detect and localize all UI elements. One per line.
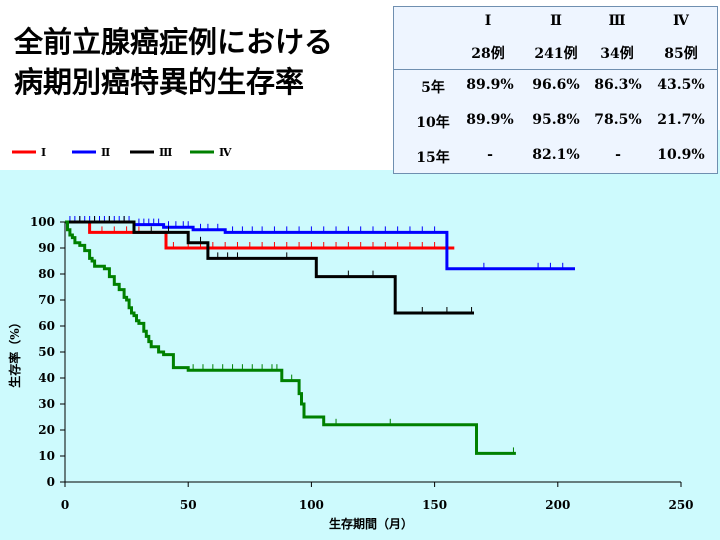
series-line-2 (65, 220, 575, 271)
x-tick-label: 0 (61, 498, 69, 512)
series-line-1 (65, 220, 455, 250)
survival-chart: Ⅰ Ⅱ Ⅲ Ⅳ 0 10 20 30 40 50 60 70 80 90 100 0 50 100 150 200 2… (0, 130, 694, 531)
legend-label: Ⅱ (101, 146, 110, 159)
x-tick-label: 150 (422, 498, 447, 512)
table-header-count: 34例 (600, 46, 634, 62)
table-header-stage: Ⅰ (484, 13, 492, 29)
table-cell: 89.9% (466, 77, 514, 93)
y-tick-label: 40 (38, 371, 55, 385)
y-tick-label: 100 (30, 215, 55, 229)
series-line-4 (65, 220, 516, 455)
y-tick-label: 30 (38, 397, 55, 411)
x-tick-label: 50 (180, 498, 197, 512)
axes-layer: 0 10 20 30 40 50 60 70 80 90 100 0 50 100 150 200 250 生存期… (7, 215, 694, 531)
table-cell: 78.5% (594, 112, 642, 128)
legend-box (0, 130, 393, 170)
legend-label: Ⅰ (41, 146, 46, 159)
y-tick-label: 50 (38, 345, 55, 359)
table-cell: - (487, 147, 493, 163)
y-axis-title: 生存率（%） (7, 316, 22, 387)
series-line-3 (65, 220, 474, 315)
table-cell: 82.1% (532, 147, 580, 163)
table-cell: 86.3% (594, 77, 642, 93)
y-tick-label: 80 (38, 267, 55, 281)
slide-title-line1: 全前立腺癌症例における (14, 25, 334, 59)
table-cell: 10.9% (657, 147, 705, 163)
survival-table: Ⅰ Ⅱ Ⅲ Ⅳ 28例 241例 34例 85例 5年 89.9% 96.6% … (393, 6, 718, 174)
table-cell: 89.9% (466, 112, 514, 128)
table-header-stage: Ⅲ (608, 13, 626, 29)
table-header-count: 85例 (664, 46, 698, 62)
table-cell: 43.5% (657, 77, 705, 93)
table-cell: 21.7% (657, 112, 705, 128)
y-tick-label: 20 (38, 423, 55, 437)
legend-label: Ⅳ (219, 146, 232, 159)
x-axis-title: 生存期間（月） (329, 516, 413, 531)
slide-title-line2: 病期別癌特異的生存率 (14, 65, 305, 99)
x-tick-label: 200 (545, 498, 570, 512)
y-tick-label: 0 (47, 475, 55, 489)
table-cell: - (615, 147, 621, 163)
y-tick-label: 90 (38, 241, 55, 255)
table-row-label: 10年 (416, 115, 450, 131)
plot-panel (0, 130, 720, 540)
y-tick-label: 60 (38, 319, 55, 333)
table-header-count: 28例 (471, 46, 505, 62)
table-header-count: 241例 (534, 46, 578, 62)
table-header-stage: Ⅱ (550, 13, 562, 29)
legend: Ⅰ Ⅱ Ⅲ Ⅳ (12, 146, 232, 159)
y-tick-label: 10 (38, 449, 55, 463)
legend-label: Ⅲ (159, 146, 172, 159)
table-cell: 96.6% (532, 77, 580, 93)
y-tick-label: 70 (38, 293, 55, 307)
slide-title: 全前立腺癌症例における 病期別癌特異的生存率 (14, 22, 333, 102)
table-row-label: 5年 (421, 80, 445, 96)
table-cell: 95.8% (532, 112, 580, 128)
x-tick-label: 250 (668, 498, 693, 512)
table-divider (394, 69, 717, 70)
series-layer (65, 216, 575, 455)
x-tick-label: 100 (299, 498, 324, 512)
table-row-label: 15年 (416, 150, 450, 166)
table-header-stage: Ⅳ (673, 13, 689, 29)
